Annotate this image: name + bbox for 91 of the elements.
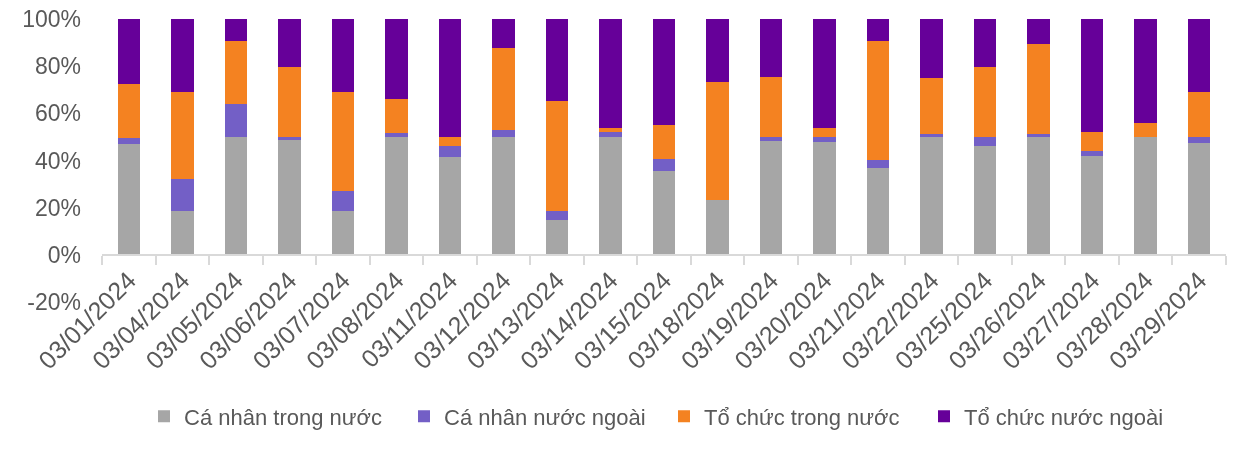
bar <box>224 40 248 104</box>
bar <box>492 136 515 255</box>
bar <box>385 98 408 133</box>
bar <box>706 199 729 255</box>
bar <box>652 158 676 171</box>
bar <box>1188 136 1211 144</box>
bar <box>545 101 569 212</box>
bar <box>492 47 515 130</box>
bar <box>1027 133 1050 137</box>
bar <box>1027 44 1050 134</box>
legend-label: Cá nhân nước ngoài <box>444 404 646 430</box>
bar <box>813 128 836 137</box>
bar <box>171 210 194 255</box>
bar <box>438 156 462 255</box>
y-tick-label: 60% <box>34 100 81 127</box>
bar <box>278 67 301 137</box>
bar <box>973 19 997 67</box>
bar <box>599 128 622 132</box>
bar <box>492 19 515 48</box>
bar <box>1134 136 1157 255</box>
bar <box>331 91 355 191</box>
bar <box>920 134 943 137</box>
bar <box>973 146 997 255</box>
bar <box>813 136 836 143</box>
legend-label: Tổ chức nước ngoài <box>964 404 1164 430</box>
y-tick-label: 0% <box>47 241 81 268</box>
bar <box>545 211 569 220</box>
bar <box>278 136 301 141</box>
legend-label: Cá nhân trong nước <box>184 404 382 430</box>
bar <box>1188 91 1211 137</box>
bar <box>1027 136 1050 255</box>
bar <box>1080 155 1104 255</box>
bar <box>813 142 836 255</box>
bar <box>866 167 890 255</box>
bar <box>1134 19 1157 124</box>
bar <box>171 19 194 93</box>
bar <box>171 92 194 179</box>
bar <box>492 129 515 137</box>
bar <box>1134 123 1157 137</box>
bar <box>1188 143 1211 255</box>
bar <box>438 137 462 146</box>
legend-label: Tổ chức trong nước <box>704 404 900 430</box>
bar <box>278 140 301 255</box>
bar <box>599 19 622 129</box>
bar <box>331 19 355 92</box>
bar <box>224 136 248 255</box>
bar <box>545 19 569 102</box>
bar <box>117 137 140 144</box>
y-tick-label: 80% <box>34 53 81 80</box>
bar <box>759 19 783 78</box>
bar <box>973 66 997 137</box>
bar <box>224 103 248 137</box>
bar <box>278 19 301 68</box>
bar <box>652 19 676 125</box>
bar <box>385 19 408 99</box>
bar <box>599 131 622 137</box>
bar <box>652 124 676 159</box>
bar <box>331 210 355 255</box>
bar <box>331 190 355 211</box>
bar <box>545 219 569 255</box>
bar <box>1080 132 1104 151</box>
bar <box>1188 19 1211 92</box>
bar <box>920 136 943 255</box>
bar <box>171 178 194 211</box>
bar <box>117 19 140 85</box>
bar <box>652 170 676 255</box>
bar <box>224 19 248 41</box>
y-tick-label: 40% <box>34 147 81 174</box>
bar <box>1080 150 1104 156</box>
bar <box>385 132 408 137</box>
bar <box>385 136 408 255</box>
bar <box>866 41 890 160</box>
bar <box>706 19 729 82</box>
bar <box>759 77 783 137</box>
bar <box>117 143 140 255</box>
bar <box>759 141 783 255</box>
bar <box>973 136 997 147</box>
bar <box>813 19 836 129</box>
bar <box>706 81 729 200</box>
y-tick-label: 20% <box>34 194 81 221</box>
bar <box>1080 19 1104 133</box>
bar <box>438 19 462 138</box>
bar <box>920 19 943 79</box>
bar <box>920 78 943 135</box>
y-tick-label: 100% <box>22 6 81 33</box>
bar <box>1027 19 1050 45</box>
bar <box>866 19 890 42</box>
bar <box>599 136 622 255</box>
bar <box>866 159 890 168</box>
bar <box>117 84 140 138</box>
bar <box>438 145 462 157</box>
